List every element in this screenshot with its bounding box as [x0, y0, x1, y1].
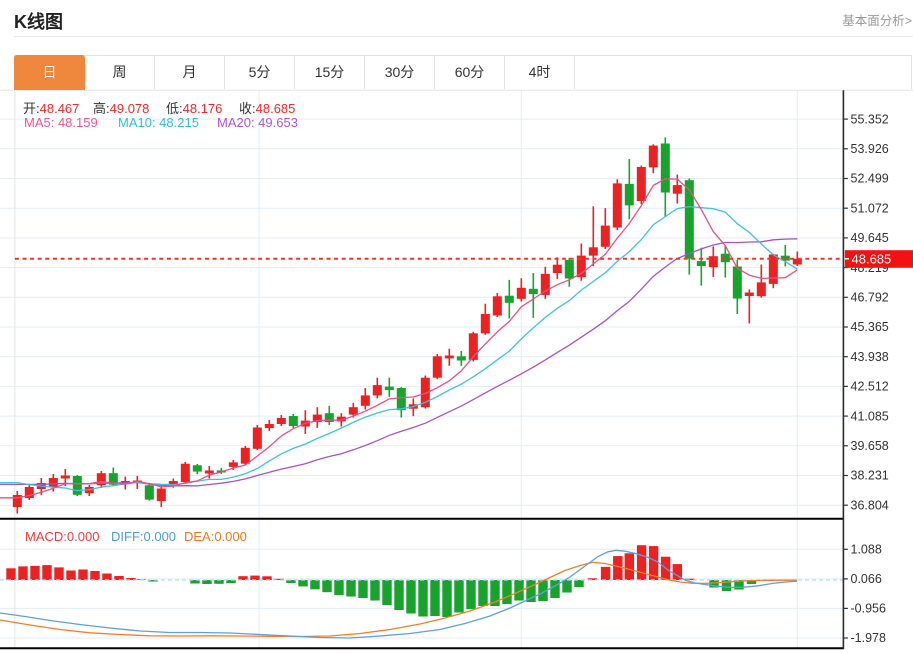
svg-text:42.512: 42.512: [851, 380, 889, 394]
svg-text:36.804: 36.804: [851, 498, 889, 512]
svg-text:-0.956: -0.956: [851, 602, 886, 616]
svg-text:-1.978: -1.978: [851, 631, 886, 645]
svg-text:1.088: 1.088: [851, 543, 882, 557]
svg-text:52.499: 52.499: [851, 172, 889, 186]
svg-text:51.072: 51.072: [851, 201, 889, 215]
svg-text:43.938: 43.938: [851, 350, 889, 364]
svg-text:48.685: 48.685: [852, 252, 892, 267]
svg-text:46.792: 46.792: [851, 291, 889, 305]
svg-text:0.066: 0.066: [851, 572, 882, 586]
svg-text:55.352: 55.352: [851, 112, 889, 126]
svg-text:41.085: 41.085: [851, 409, 889, 423]
svg-text:45.365: 45.365: [851, 320, 889, 334]
svg-text:53.926: 53.926: [851, 142, 889, 156]
svg-text:38.231: 38.231: [851, 469, 889, 483]
svg-text:39.658: 39.658: [851, 439, 889, 453]
svg-text:49.645: 49.645: [851, 231, 889, 245]
